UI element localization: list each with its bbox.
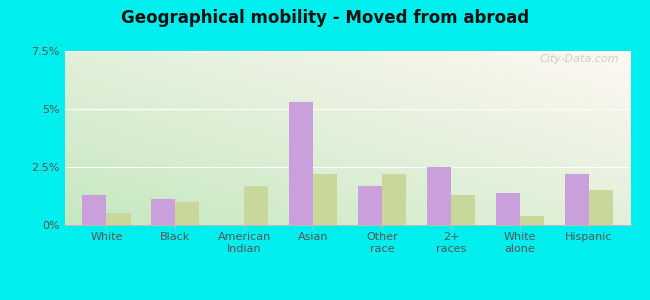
Bar	[382, 174, 406, 225]
Bar	[496, 193, 520, 225]
Bar	[107, 213, 131, 225]
Bar	[358, 186, 382, 225]
Bar	[520, 216, 544, 225]
Bar	[83, 195, 107, 225]
Bar	[176, 202, 200, 225]
Text: Geographical mobility - Moved from abroad: Geographical mobility - Moved from abroa…	[121, 9, 529, 27]
Bar	[589, 190, 613, 225]
Bar	[313, 174, 337, 225]
Bar	[151, 200, 176, 225]
Bar	[427, 167, 451, 225]
Bar	[244, 186, 268, 225]
Bar	[451, 195, 475, 225]
Bar	[289, 102, 313, 225]
Bar	[565, 174, 589, 225]
Text: City-Data.com: City-Data.com	[540, 55, 619, 64]
